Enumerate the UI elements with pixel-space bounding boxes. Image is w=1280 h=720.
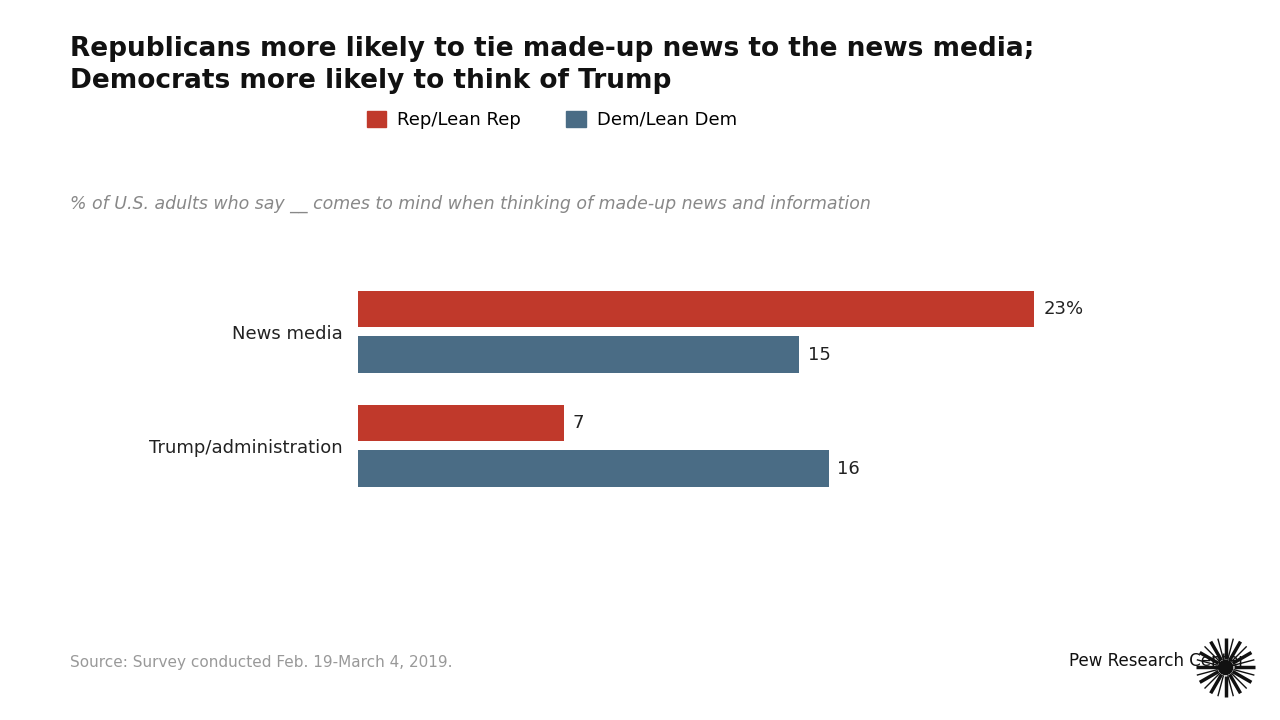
- Bar: [358, 451, 828, 487]
- Legend: Rep/Lean Rep, Dem/Lean Dem: Rep/Lean Rep, Dem/Lean Dem: [366, 111, 737, 129]
- Text: Pew Research Center: Pew Research Center: [1069, 652, 1245, 670]
- Text: 15: 15: [808, 346, 831, 364]
- Bar: [358, 336, 799, 373]
- Circle shape: [1219, 660, 1233, 675]
- Text: % of U.S. adults who say __ comes to mind when thinking of made-up news and info: % of U.S. adults who say __ comes to min…: [70, 194, 872, 212]
- Bar: [358, 291, 1034, 327]
- Text: 7: 7: [573, 414, 585, 432]
- Text: Republicans more likely to tie made-up news to the news media;
Democrats more li: Republicans more likely to tie made-up n…: [70, 36, 1034, 94]
- Text: 23%: 23%: [1043, 300, 1083, 318]
- Text: 16: 16: [837, 459, 860, 477]
- Text: Source: Survey conducted Feb. 19-March 4, 2019.: Source: Survey conducted Feb. 19-March 4…: [70, 654, 453, 670]
- Bar: [358, 405, 564, 441]
